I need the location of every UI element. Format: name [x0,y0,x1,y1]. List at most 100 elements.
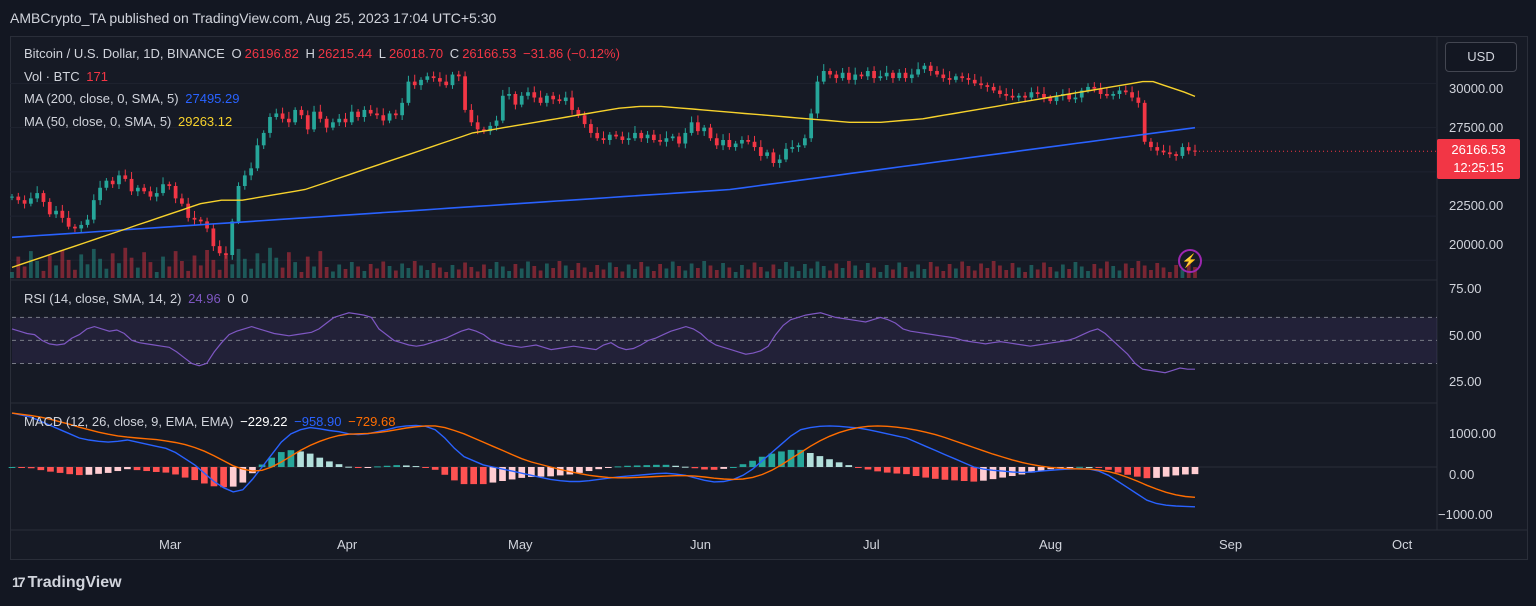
candle-body [54,210,58,215]
candle-body [589,124,593,133]
macd-histogram-bar [691,467,699,469]
candle-body [41,193,46,202]
macd-histogram-bar [999,467,1006,478]
volume-bar [142,252,147,278]
volume-bar [538,270,543,278]
candle-body [312,111,316,130]
macd-histogram-bar [980,467,987,481]
ma200-legend[interactable]: MA (200, close, 0, SMA, 5) 27495.29 [24,91,242,106]
publisher-line: AMBCrypto_TA published on TradingView.co… [10,10,497,26]
volume-bar [79,254,84,278]
candle-body [570,97,574,110]
macd-histogram-bar [883,467,891,473]
volume-bar [872,267,876,278]
volume-bar [192,255,197,278]
volume-bar [456,269,461,278]
currency-button[interactable]: USD [1445,42,1517,72]
candle-body [161,184,165,194]
macd-histogram-bar [326,461,333,467]
candle-body [211,228,216,247]
macd-histogram-bar [383,465,391,467]
macd-histogram-bar [960,467,968,481]
volume-bar [1060,264,1065,278]
volume-bar [733,272,738,278]
macd-histogram-bar [806,453,814,467]
tradingview-logo[interactable]: 17 TradingView [12,574,122,592]
candle-body [236,186,241,222]
ma50-legend[interactable]: MA (50, close, 0, SMA, 5) 29263.12 [24,114,235,129]
chart-frame[interactable] [10,36,1528,560]
volume-bar [784,262,788,278]
candle-body [28,198,33,204]
volume-bar [702,261,707,278]
volume-bar [758,267,763,278]
macd-histogram-bar [855,467,862,468]
candle-body [180,198,184,204]
candle-body [689,122,694,133]
volume-bar [809,268,814,278]
volume-bar [922,269,927,278]
rsi-legend[interactable]: RSI (14, close, SMA, 14, 2) 24.96 0 0 [24,291,251,306]
candle-body [1167,152,1172,155]
macd-histogram-bar [27,467,35,469]
macd-histogram-bar [364,467,372,468]
candle-body [658,140,663,142]
macd-histogram-bar [730,467,737,468]
candle-body [985,85,990,87]
ma200-line [11,126,1196,239]
candle-body [249,168,253,176]
candle-body [1016,95,1021,98]
time-tick-jul: Jul [863,537,880,552]
time-tick-aug: Aug [1039,537,1063,552]
rsi-tick-75: 75.00 [1449,281,1482,296]
candle-body [714,138,719,146]
macd-histogram-bar [989,467,997,480]
macd-legend[interactable]: MACD (12, 26, close, 9, EMA, EMA) −229.2… [24,414,398,429]
candle-body [614,134,618,137]
candle-body [840,72,845,79]
volume-bar [928,262,933,278]
macd-histogram-bar [133,467,141,471]
macd-histogram-bar [479,467,487,485]
macd-histogram-bar [249,467,256,474]
candle-body [79,224,84,229]
volume-bar [972,270,977,278]
volume-bar [154,272,159,278]
volume-value: 171 [86,69,108,84]
volume-bar [1054,271,1059,278]
volume-bar [1010,263,1015,278]
candle-body [91,200,96,220]
volume-bar [186,270,191,278]
volume-bar [463,262,467,278]
macd-histogram-bar [393,465,401,467]
macd-histogram-bar [104,467,112,473]
candle-body [274,113,279,117]
candle-body [286,118,291,123]
volume-bar [752,262,757,278]
candle-body [1092,86,1097,89]
volume-bar [406,268,411,278]
volume-bar [526,261,530,278]
candle-body [595,132,600,139]
volume-bar [198,265,203,278]
volume-legend[interactable]: Vol · BTC 171 [24,69,111,84]
lightning-icon[interactable]: ⚡ [1178,249,1202,273]
candle-body [1073,97,1078,100]
symbol-legend[interactable]: Bitcoin / U.S. Dollar, 1D, BINANCE O 2619… [24,46,623,61]
volume-bar [532,266,537,278]
candle-body [526,92,530,96]
candle-body [947,78,952,80]
volume-bar [261,263,266,278]
macd-histogram-bar [672,465,679,467]
macd-label: MACD (12, 26, close, 9, EMA, EMA) [24,414,234,429]
candle-body [853,74,858,80]
volume-bar [375,268,379,278]
candle-body [972,79,977,84]
volume-bar [324,267,329,278]
candle-body [708,127,713,139]
volume-bar [998,265,1002,278]
volume-bar [903,267,908,278]
volume-bar [582,267,587,278]
volume-bar [412,261,417,278]
